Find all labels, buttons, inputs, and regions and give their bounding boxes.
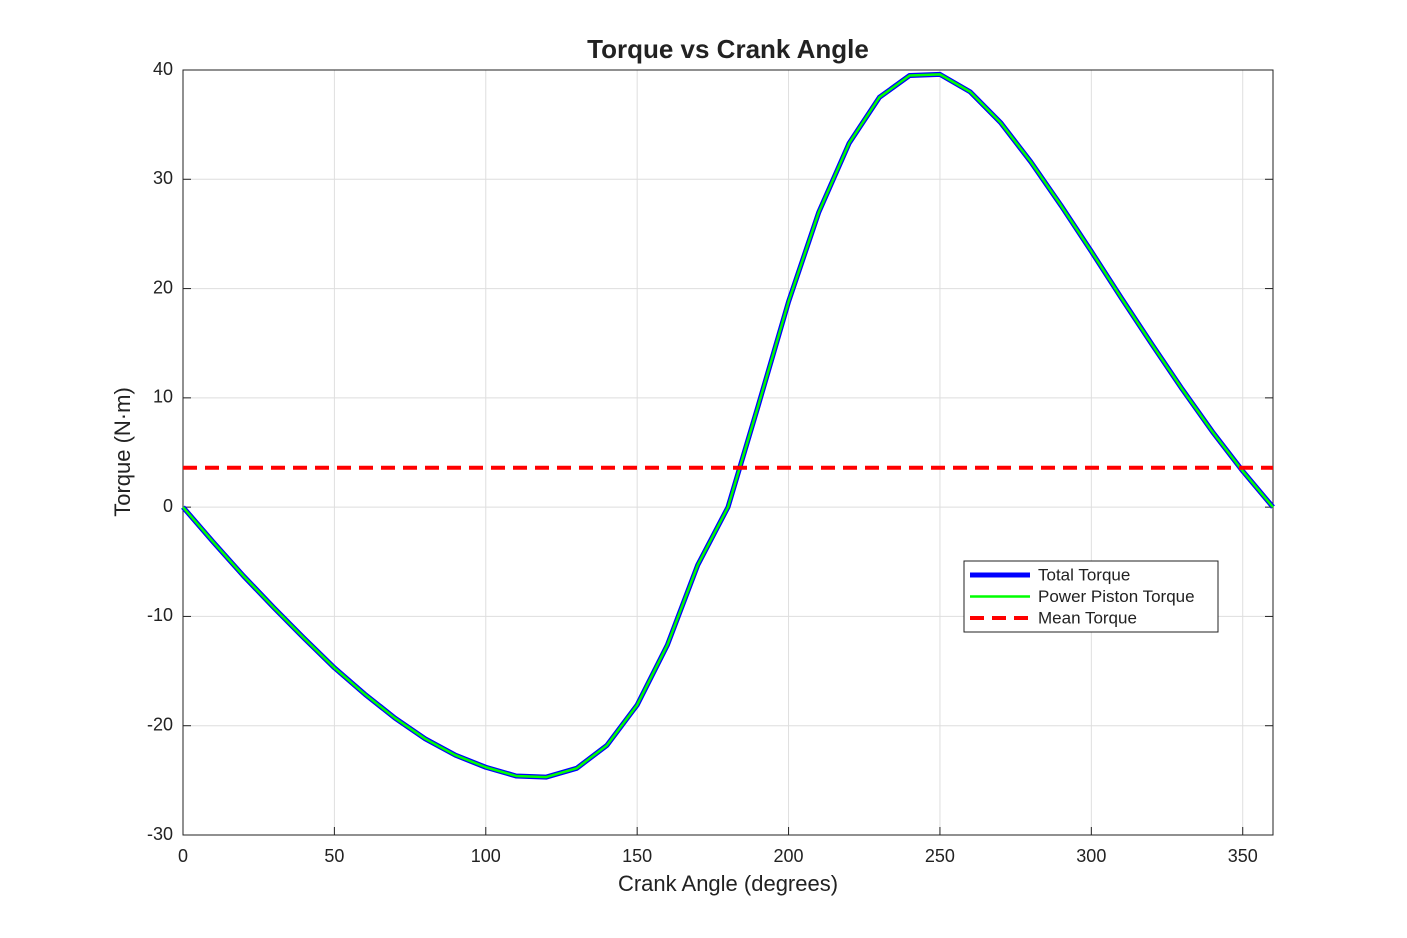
x-tick-label: 300	[1076, 846, 1106, 866]
y-tick-label: 0	[163, 496, 173, 516]
legend-label: Mean Torque	[1038, 608, 1137, 627]
legend-label: Power Piston Torque	[1038, 587, 1195, 606]
x-tick-label: 250	[925, 846, 955, 866]
legend-label: Total Torque	[1038, 565, 1130, 584]
x-tick-label: 50	[324, 846, 344, 866]
x-axis-label: Crank Angle (degrees)	[618, 871, 838, 896]
x-tick-label: 150	[622, 846, 652, 866]
y-tick-label: -30	[147, 824, 173, 844]
y-tick-label: -10	[147, 605, 173, 625]
line-series	[182, 73, 1274, 779]
chart-title: Torque vs Crank Angle	[587, 34, 869, 64]
plot-frame	[182, 69, 1274, 836]
x-tick-label: 0	[178, 846, 188, 866]
y-tick-label: 40	[153, 59, 173, 79]
y-tick-label: 10	[153, 387, 173, 407]
y-tick-label: 30	[153, 168, 173, 188]
y-axis-label: Torque (N·m)	[110, 387, 135, 517]
x-tick-label: 100	[471, 846, 501, 866]
x-tick-label: 200	[774, 846, 804, 866]
y-tick-label: 20	[153, 277, 173, 297]
x-tick-label: 350	[1228, 846, 1258, 866]
y-tick-label: -20	[147, 714, 173, 734]
